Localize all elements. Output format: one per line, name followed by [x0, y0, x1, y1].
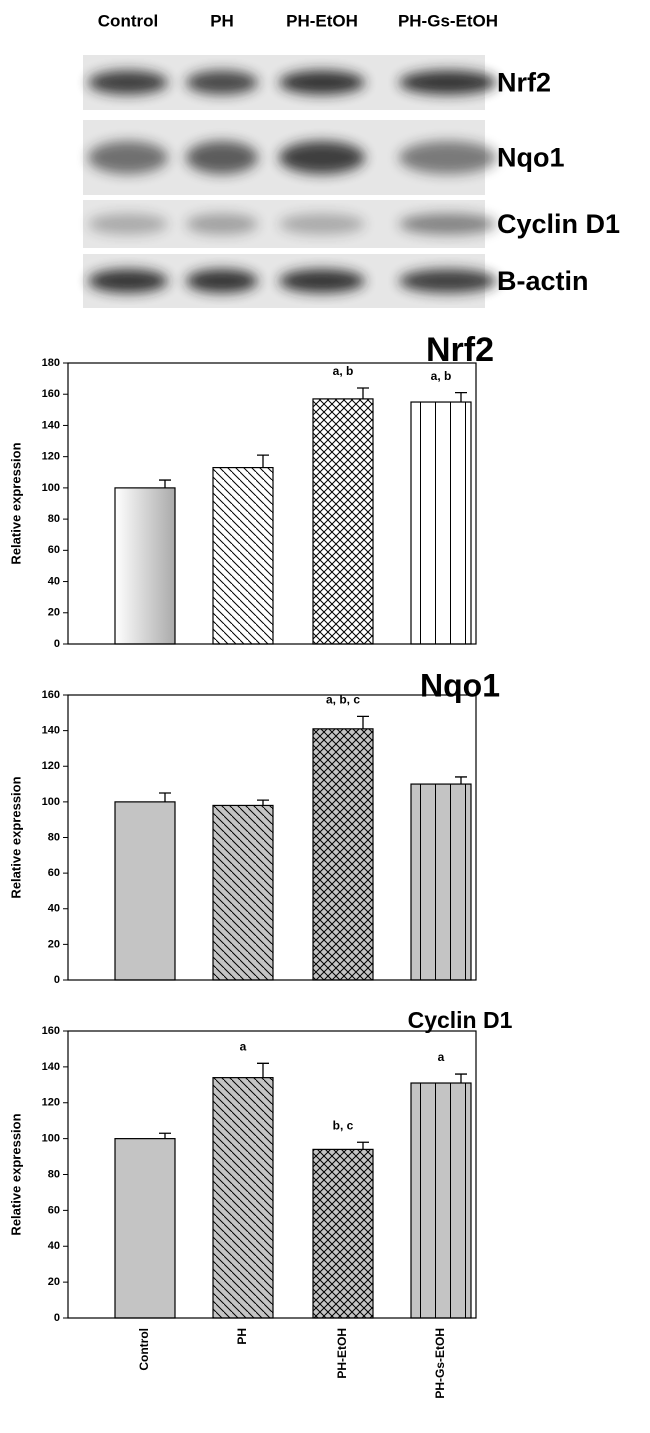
y-tick-label: 100 — [42, 482, 60, 494]
error-bar — [357, 715, 369, 729]
y-tick-label: 60 — [48, 544, 60, 556]
y-tick-label: 140 — [42, 1061, 60, 1073]
blot-band — [186, 213, 258, 235]
blot-band — [279, 141, 365, 174]
blot-band — [399, 269, 497, 293]
blot-band — [279, 213, 365, 235]
bar — [312, 1148, 374, 1319]
bar — [312, 728, 374, 981]
bar — [212, 466, 274, 645]
y-tick-label: 20 — [48, 1276, 60, 1288]
y-tick-label: 60 — [48, 867, 60, 879]
bar — [410, 783, 472, 981]
plot-frame — [67, 362, 477, 645]
y-tick-label: 80 — [48, 1168, 60, 1180]
error-bar — [357, 387, 369, 399]
error-bar — [159, 479, 171, 488]
y-axis-label: Relative expression — [8, 1113, 23, 1235]
y-tick-label: 120 — [42, 1097, 60, 1109]
y-tick-label: 100 — [42, 796, 60, 808]
y-tick-label: 0 — [54, 638, 60, 650]
blot-band — [399, 141, 497, 174]
blot-band — [88, 269, 168, 293]
y-tick-label: 40 — [48, 575, 60, 587]
lane-label: Control — [98, 11, 158, 30]
annotation: a — [240, 1039, 247, 1053]
y-tick-label: 100 — [42, 1133, 60, 1145]
annotation: a, b — [431, 369, 452, 383]
y-tick-label: 40 — [48, 903, 60, 915]
y-tick-label: 120 — [42, 451, 60, 463]
y-tick-label: 120 — [42, 760, 60, 772]
protein-label: B-actin — [497, 266, 589, 296]
plot-frame — [67, 1030, 477, 1319]
protein-label: Nrf2 — [497, 68, 551, 98]
error-bar — [357, 1141, 369, 1150]
error-bar — [159, 1132, 171, 1139]
bar — [312, 398, 374, 645]
error-bar — [159, 792, 171, 802]
bar — [114, 487, 176, 645]
plot-frame — [67, 694, 477, 981]
y-tick-label: 160 — [42, 388, 60, 400]
blot-band — [186, 141, 258, 174]
y-tick-label: 140 — [42, 419, 60, 431]
y-tick-label: 160 — [42, 1025, 60, 1037]
blot-band — [399, 70, 497, 95]
y-tick-label: 20 — [48, 938, 60, 950]
y-axis-label: Relative expression — [8, 442, 23, 564]
y-tick-label: 80 — [48, 513, 60, 525]
error-bar — [455, 392, 467, 403]
protein-label: Cyclin D1 — [497, 209, 620, 239]
error-bar — [257, 454, 269, 468]
y-tick-label: 0 — [54, 974, 60, 986]
y-tick-label: 80 — [48, 831, 60, 843]
x-tick-label: Control — [137, 1328, 151, 1371]
y-tick-label: 160 — [42, 689, 60, 701]
blot-band — [279, 269, 365, 293]
bar — [114, 801, 176, 981]
annotation: b, c — [333, 1118, 354, 1132]
y-tick-label: 40 — [48, 1240, 60, 1252]
x-tick-label: PH-EtOH — [335, 1328, 349, 1379]
y-tick-label: 60 — [48, 1204, 60, 1216]
annotation: a — [438, 1050, 445, 1064]
y-axis-label: Relative expression — [8, 776, 23, 898]
blot-band — [88, 70, 168, 95]
blot-band — [186, 269, 258, 293]
error-bar — [455, 1073, 467, 1084]
y-tick-label: 0 — [54, 1312, 60, 1324]
bar — [212, 1077, 274, 1319]
bar — [410, 401, 472, 645]
bar — [114, 1138, 176, 1319]
lane-label: PH-Gs-EtOH — [398, 11, 498, 30]
annotation: a, b, c — [326, 693, 360, 707]
error-bar — [257, 1062, 269, 1078]
y-tick-label: 140 — [42, 725, 60, 737]
error-bar — [455, 776, 467, 785]
blot-band — [399, 213, 497, 235]
x-tick-label: PH-Gs-EtOH — [433, 1328, 447, 1399]
blot-band — [279, 70, 365, 95]
x-tick-label: PH — [235, 1328, 249, 1345]
bar — [410, 1082, 472, 1319]
chart-title: Nqo1 — [420, 667, 500, 703]
error-bar — [257, 799, 269, 806]
blot-band — [88, 141, 168, 174]
blot-band — [186, 70, 258, 95]
blot-band — [88, 213, 168, 235]
chart-title: Cyclin D1 — [408, 1007, 513, 1033]
y-tick-label: 20 — [48, 607, 60, 619]
annotation: a, b — [333, 364, 354, 378]
lane-label: PH — [210, 11, 234, 30]
bar — [212, 804, 274, 981]
lane-label: PH-EtOH — [286, 11, 358, 30]
y-tick-label: 180 — [42, 357, 60, 369]
protein-label: Nqo1 — [497, 143, 565, 173]
